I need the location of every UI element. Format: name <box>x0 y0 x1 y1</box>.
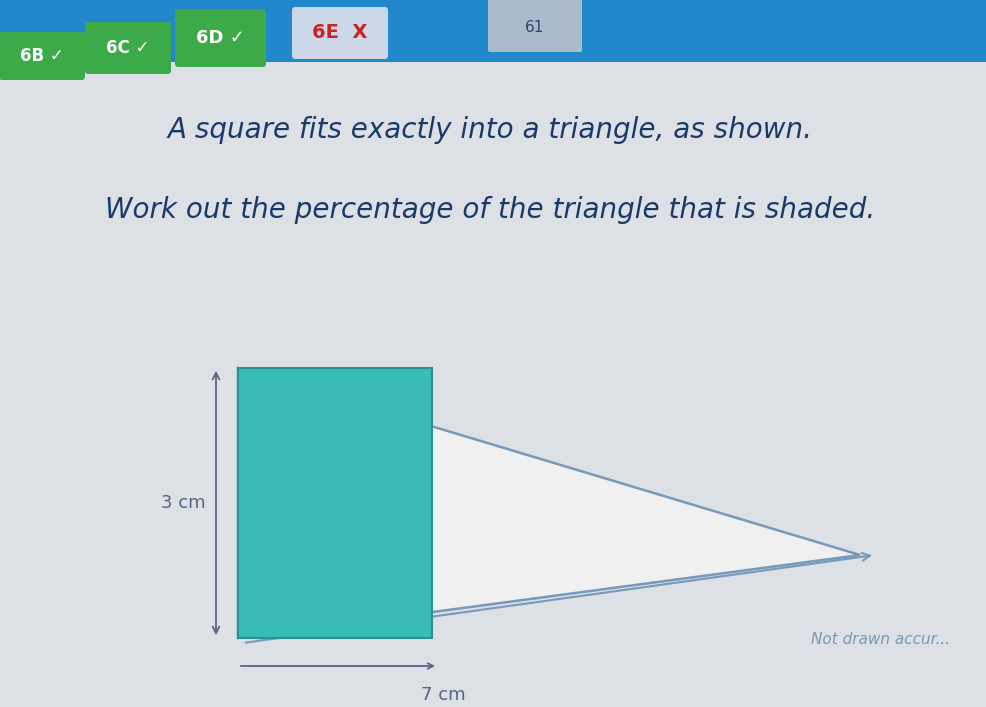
Text: 3 cm: 3 cm <box>162 494 206 512</box>
FancyBboxPatch shape <box>85 22 171 74</box>
Text: A square fits exactly into a triangle, as shown.: A square fits exactly into a triangle, a… <box>168 116 812 144</box>
Text: Not drawn accur...: Not drawn accur... <box>810 633 950 648</box>
Text: 61: 61 <box>526 21 544 35</box>
FancyBboxPatch shape <box>175 9 266 67</box>
Text: 6E  X: 6E X <box>313 23 368 42</box>
Text: 6C ✓: 6C ✓ <box>106 39 150 57</box>
Text: Work out the percentage of the triangle that is shaded.: Work out the percentage of the triangle … <box>105 196 876 224</box>
Bar <box>0 0 986 62</box>
FancyBboxPatch shape <box>0 32 85 80</box>
Polygon shape <box>238 368 860 638</box>
Text: 6B ✓: 6B ✓ <box>20 47 64 65</box>
Text: 7 cm: 7 cm <box>421 686 465 704</box>
Text: 6D ✓: 6D ✓ <box>196 29 245 47</box>
FancyBboxPatch shape <box>292 7 388 59</box>
FancyBboxPatch shape <box>488 0 582 52</box>
Polygon shape <box>238 368 432 638</box>
